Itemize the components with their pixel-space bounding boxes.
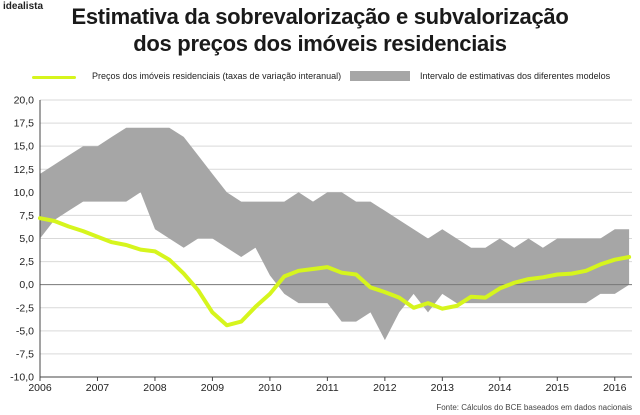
x-tick-label-2: 2008 <box>143 382 167 394</box>
chart-area: 20,0 17,5 15,0 12,5 10,0 7,5 5,0 2,5 0,0 -2,5 -5,0… <box>10 95 632 394</box>
x-tick-label-0: 2006 <box>28 382 52 394</box>
legend-band-label: Intervalo de estimativas dos diferentes … <box>420 71 611 81</box>
brand-logo: idealista <box>3 1 44 12</box>
title-line-1: Estimativa da sobrevalorização e subvalo… <box>71 4 569 29</box>
y-tick-label-7: 2,5 <box>19 256 34 268</box>
y-tick-label-9: -2,5 <box>16 302 34 314</box>
y-tick-label-10: -5,0 <box>16 325 34 337</box>
x-tick-label-5: 2011 <box>316 382 339 394</box>
y-tick-label-2: 15,0 <box>14 141 35 153</box>
source-note: Fonte: Cálculos do BCE baseados em dados… <box>436 403 632 412</box>
y-tick-label-3: 12,5 <box>14 164 35 176</box>
legend-line-swatch <box>32 76 76 79</box>
title-line-2: dos preços dos imóveis residenciais <box>133 31 507 56</box>
x-tick-label-6: 2012 <box>373 382 397 394</box>
x-tick-label-8: 2014 <box>488 382 512 394</box>
legend: Preços dos imóveis residenciais (taxas d… <box>0 68 640 86</box>
chart-title: Estimativa da sobrevalorização e subvalo… <box>0 3 640 57</box>
y-tick-label-5: 7,5 <box>19 210 34 222</box>
x-tick-label-7: 2013 <box>431 382 455 394</box>
x-tick-label-4: 2010 <box>258 382 282 394</box>
y-tick-label-12: -10,0 <box>10 372 34 384</box>
y-tick-label-11: -7,5 <box>16 348 34 360</box>
y-tick-label-6: 5,0 <box>19 233 34 245</box>
x-tick-label-9: 2015 <box>546 382 570 394</box>
y-tick-label-4: 10,0 <box>14 187 35 199</box>
legend-band-swatch <box>350 71 410 81</box>
x-tick-label-10: 2016 <box>603 382 627 394</box>
legend-line-label: Preços dos imóveis residenciais (taxas d… <box>92 71 342 81</box>
house-price-line <box>38 216 632 328</box>
x-tick-label-1: 2007 <box>86 382 110 394</box>
y-tick-label-8: 0,0 <box>19 279 34 291</box>
y-tick-label-1: 17,5 <box>14 118 35 130</box>
y-tick-label-0: 20,0 <box>14 95 35 107</box>
x-tick-label-3: 2009 <box>201 382 225 394</box>
estimate-range-band <box>40 127 630 341</box>
